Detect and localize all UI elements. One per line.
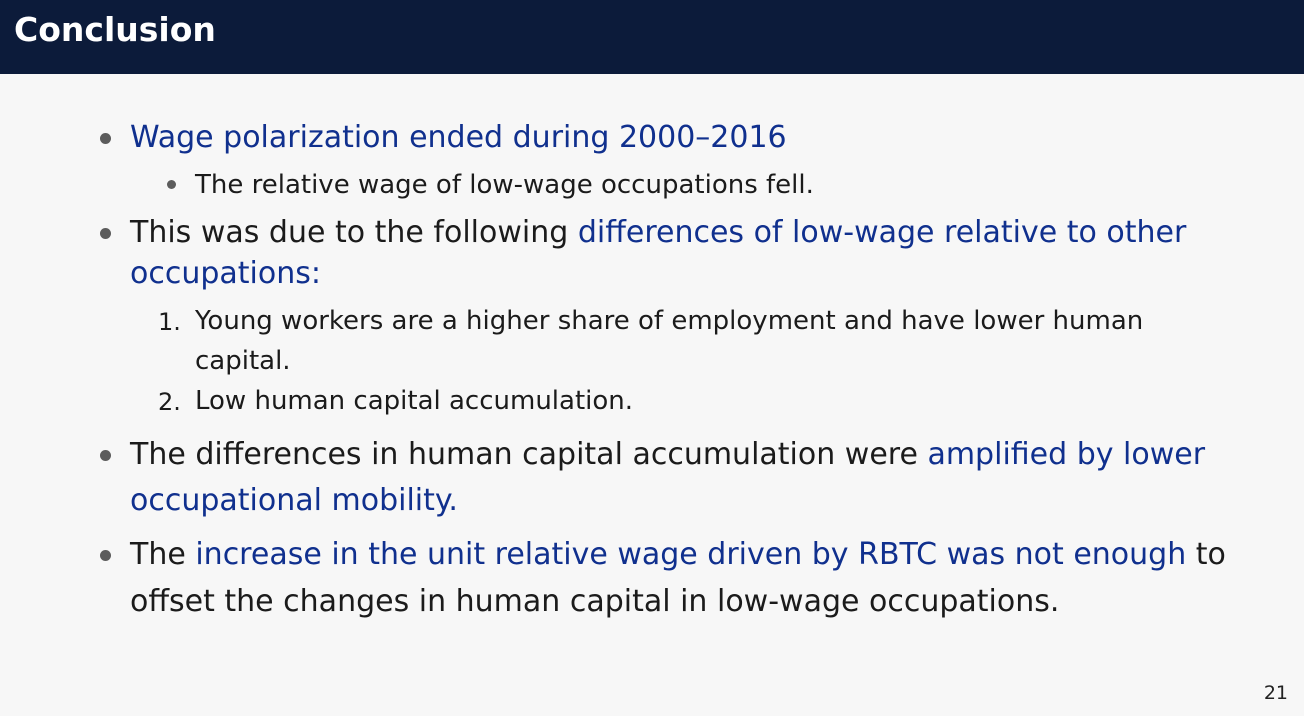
bullet-2-highlight-2: occupations: xyxy=(130,256,321,291)
bullet-4-lead: The xyxy=(130,537,196,572)
bullet-4-highlight: increase in the unit relative wage drive… xyxy=(195,537,1187,572)
bullet-3-highlight-2: occupational mobility. xyxy=(130,483,458,518)
slide-title: Conclusion xyxy=(14,10,216,49)
bullet-2-line-1: This was due to the following difference… xyxy=(130,216,1186,250)
bullet-1-text: Wage polarization ended during 2000–2016 xyxy=(130,120,787,155)
list-item-1-line-2: capital. xyxy=(195,346,291,376)
sub-bullet-dot xyxy=(167,180,176,189)
bullet-dot xyxy=(100,550,111,561)
page-number: 21 xyxy=(1263,682,1288,704)
bullet-3-line-1: The differences in human capital accumul… xyxy=(130,438,1205,472)
bullet-4-line-2: offset the changes in human capital in l… xyxy=(130,584,1060,619)
bullet-3-lead: The differences in human capital accumul… xyxy=(130,437,928,472)
bullet-2-lead: This was due to the following xyxy=(130,215,578,250)
list-number: 1. xyxy=(158,308,181,336)
bullet-2-highlight-1: differences of low-wage relative to othe… xyxy=(577,215,1187,250)
slide-header: Conclusion xyxy=(0,0,1304,74)
bullet-4-tail: to xyxy=(1186,537,1226,572)
list-item-2-line-1: Low human capital accumulation. xyxy=(195,386,634,416)
bullet-3-highlight-1: amplified by lower xyxy=(927,437,1206,472)
list-number: 2. xyxy=(158,388,181,416)
bullet-dot xyxy=(100,133,111,144)
bullet-dot xyxy=(100,228,111,239)
bullet-dot xyxy=(100,450,111,461)
list-item-1-line-1: Young workers are a higher share of empl… xyxy=(195,306,1144,336)
bullet-1-sub-1: The relative wage of low-wage occupation… xyxy=(195,170,814,200)
bullet-4-line-1: The increase in the unit relative wage d… xyxy=(130,538,1226,572)
